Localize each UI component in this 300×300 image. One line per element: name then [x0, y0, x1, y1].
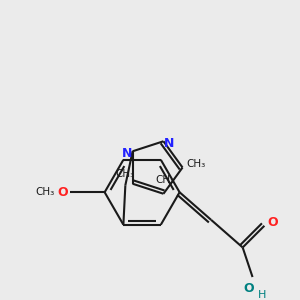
Text: N: N: [164, 137, 175, 150]
Text: O: O: [243, 282, 254, 296]
Text: H: H: [258, 290, 267, 300]
Text: CH₃: CH₃: [115, 169, 134, 179]
Text: O: O: [57, 186, 68, 199]
Text: CH₃: CH₃: [156, 175, 175, 185]
Text: O: O: [267, 216, 278, 229]
Text: CH₃: CH₃: [187, 159, 206, 169]
Text: N: N: [122, 147, 132, 160]
Text: CH₃: CH₃: [35, 187, 54, 197]
